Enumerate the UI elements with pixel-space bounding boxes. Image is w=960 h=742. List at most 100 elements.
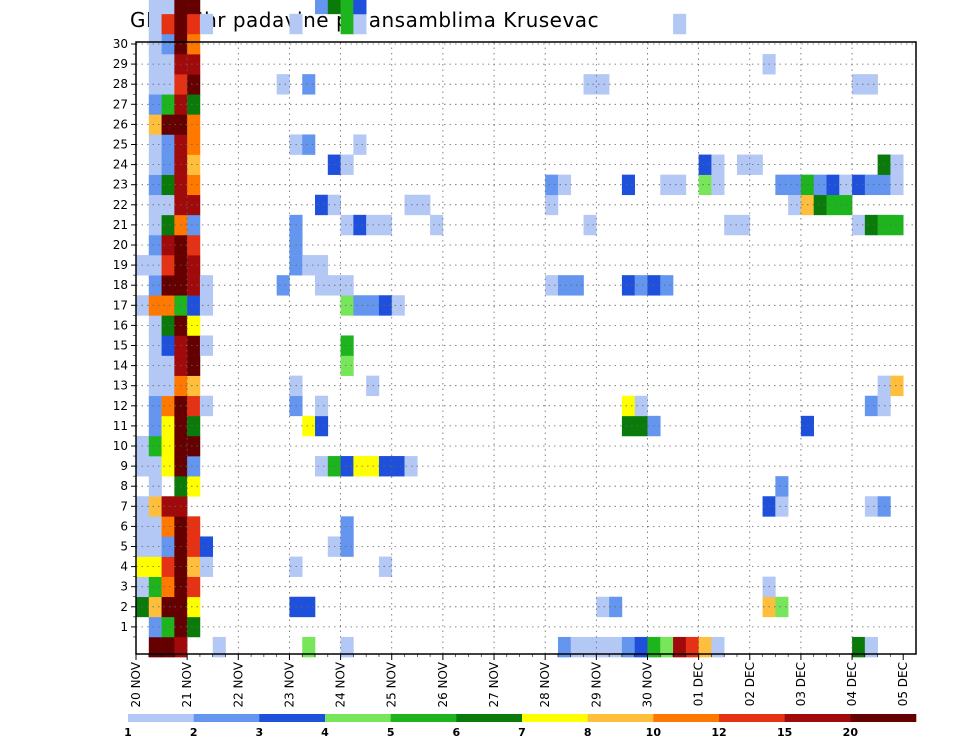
heatmap-cell	[711, 154, 725, 175]
heatmap-cell	[609, 636, 623, 658]
heatmap-cell	[315, 275, 329, 296]
x-tick-label: 20 NOV	[129, 661, 143, 707]
heatmap-cell	[148, 496, 162, 517]
heatmap-cell	[353, 0, 367, 15]
heatmap-cell	[302, 255, 316, 276]
heatmap-cell	[148, 516, 162, 537]
y-tick-label: 17	[113, 298, 128, 312]
y-tick-label: 11	[113, 419, 128, 433]
heatmap-cell	[660, 275, 674, 296]
plot-frame	[135, 41, 917, 655]
heatmap-cell	[148, 295, 162, 316]
heatmap-cell	[148, 13, 162, 35]
heatmap-cell	[161, 255, 175, 276]
x-tick-label: 30 NOV	[640, 661, 654, 707]
heatmap-cell	[826, 194, 840, 216]
y-tick-label: 26	[113, 117, 128, 131]
heatmap-cell	[340, 13, 354, 35]
heatmap-cell	[340, 636, 354, 658]
heatmap-cell	[775, 496, 789, 517]
heatmap-cell	[583, 74, 597, 95]
heatmap-cell	[187, 214, 201, 236]
heatmap-cell	[187, 516, 201, 537]
heatmap-cell	[340, 214, 354, 236]
y-tick-label: 16	[113, 318, 128, 332]
colorbar-swatch	[653, 714, 720, 722]
heatmap-cell	[161, 0, 175, 15]
colorbar-tick-label: 5	[387, 726, 395, 739]
heatmap-cell	[302, 74, 316, 95]
heatmap-cell	[148, 255, 162, 276]
heatmap-cell	[276, 74, 290, 95]
heatmap-cell	[864, 214, 878, 236]
heatmap-cell	[187, 54, 201, 75]
heatmap-cell	[148, 576, 162, 598]
heatmap-cell	[148, 174, 162, 196]
heatmap-cell	[788, 174, 802, 196]
heatmap-cell	[148, 234, 162, 256]
heatmap-cell	[187, 456, 201, 477]
heatmap-cell	[187, 335, 201, 356]
heatmap-cell	[583, 636, 597, 658]
heatmap-cell	[634, 636, 648, 658]
heatmap-cell	[161, 74, 175, 95]
heatmap-cell	[212, 636, 226, 658]
heatmap-cell	[161, 596, 175, 618]
y-tick-label: 18	[113, 278, 128, 292]
heatmap-cell	[340, 295, 354, 316]
y-tick-label: 23	[113, 178, 128, 192]
heatmap-cell	[187, 174, 201, 196]
heatmap-cell	[864, 496, 878, 517]
heatmap-cell	[161, 154, 175, 175]
heatmap-cell	[187, 0, 201, 15]
heatmap-cell	[353, 456, 367, 477]
y-tick-label: 2	[120, 600, 128, 614]
heatmap-cell	[340, 536, 354, 557]
y-tick-label: 3	[120, 580, 128, 594]
colorbar-swatch	[390, 714, 457, 722]
y-tick-label: 22	[113, 198, 128, 212]
heatmap-cell	[340, 456, 354, 477]
heatmap-cell	[736, 154, 751, 175]
heatmap-cell	[621, 636, 635, 658]
heatmap-cell	[315, 456, 329, 477]
heatmap-cell	[187, 154, 201, 175]
heatmap-cell	[161, 556, 175, 577]
heatmap-cell	[161, 94, 175, 115]
heatmap-cell	[545, 275, 559, 296]
colorbar-tick-label: 12	[711, 726, 726, 739]
heatmap-cell	[852, 636, 866, 658]
heatmap-cell	[161, 576, 175, 598]
colorbar-tick-label: 10	[646, 726, 662, 739]
heatmap-cell	[327, 0, 341, 15]
colorbar-swatch	[784, 714, 851, 722]
heatmap-cell	[890, 154, 904, 175]
heatmap-cell	[161, 616, 175, 638]
heatmap-cell	[161, 275, 175, 296]
heatmap-cell	[353, 214, 367, 236]
x-tick-label: 26 NOV	[436, 661, 450, 707]
heatmap-cell	[813, 194, 827, 216]
heatmap-cell	[302, 596, 316, 618]
heatmap-cell	[813, 174, 827, 196]
heatmap-cell	[199, 395, 214, 417]
heatmap-cell	[187, 94, 201, 115]
heatmap-cell	[187, 596, 201, 618]
y-tick-label: 5	[120, 540, 128, 554]
heatmap-cell	[148, 375, 162, 397]
heatmap-cell	[302, 134, 316, 155]
heatmap-cell	[749, 154, 763, 175]
x-tick-label: 05 DEC	[896, 662, 910, 706]
heatmap-cell	[890, 375, 904, 397]
colorbar-swatch	[259, 714, 326, 722]
colorbar-tick-label: 3	[256, 726, 264, 739]
heatmap-cell	[570, 636, 584, 658]
heatmap-cell	[161, 415, 175, 437]
heatmap-cell	[276, 275, 290, 296]
heatmap-cell	[634, 275, 648, 296]
colorbar-tick-label: 6	[453, 726, 461, 739]
heatmap-cell	[161, 496, 175, 517]
heatmap-cell	[673, 636, 687, 658]
heatmap-cell	[187, 295, 201, 316]
